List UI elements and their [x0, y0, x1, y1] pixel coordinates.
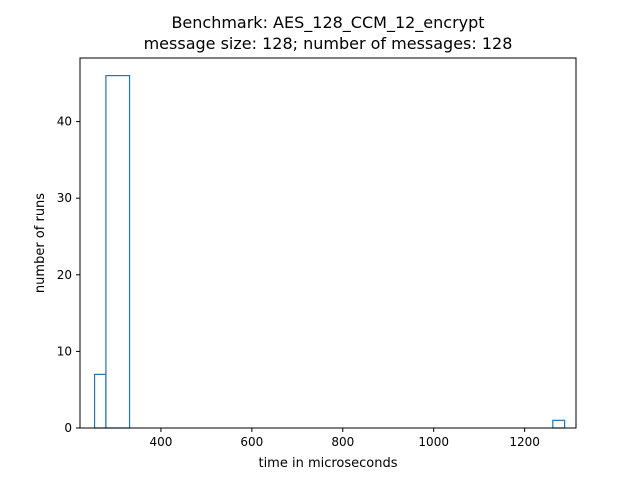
- x-axis-ticks: 400 600 800 1000 1200: [149, 428, 540, 449]
- x-tick-label: 1000: [418, 435, 449, 449]
- plot-area-frame: [79, 57, 577, 429]
- chart-title-line2: message size: 128; number of messages: 1…: [144, 34, 513, 53]
- y-tick-label: 10: [57, 344, 72, 358]
- chart-title-line1: Benchmark: AES_128_CCM_12_encrypt: [171, 13, 484, 33]
- x-tick-label: 600: [240, 435, 263, 449]
- x-tick-label: 400: [149, 435, 172, 449]
- y-tick-label: 20: [57, 268, 72, 282]
- y-axis-label: number of runs: [33, 193, 48, 293]
- y-tick-label: 0: [64, 421, 72, 435]
- x-tick-label: 1200: [509, 435, 540, 449]
- x-tick-label: 800: [331, 435, 354, 449]
- y-tick-label: 40: [57, 115, 72, 129]
- y-tick-label: 30: [57, 191, 72, 205]
- y-axis-ticks: 0 10 20 30 40: [57, 115, 80, 435]
- x-axis-label: time in microseconds: [258, 456, 397, 471]
